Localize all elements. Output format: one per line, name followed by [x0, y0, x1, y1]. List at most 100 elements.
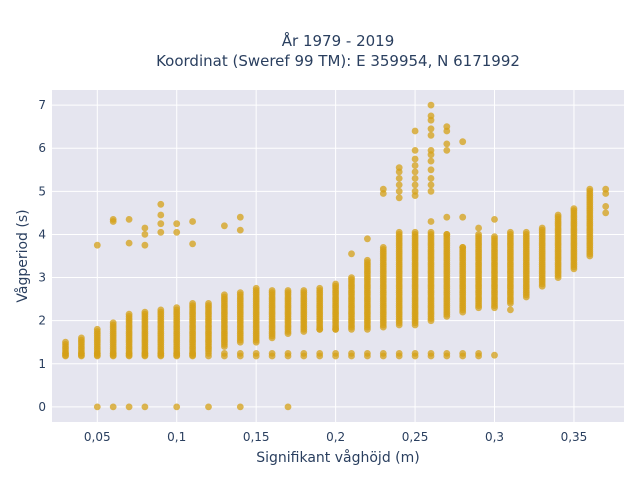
- y-tick-label: 5: [38, 184, 46, 198]
- data-point: [395, 181, 403, 189]
- data-point: [475, 350, 482, 357]
- data-point: [507, 228, 514, 236]
- y-axis-label: Vågperiod (s): [14, 209, 31, 302]
- plot-area: [52, 90, 624, 422]
- data-point: [141, 224, 149, 232]
- data-point: [427, 116, 435, 124]
- data-point: [284, 287, 292, 294]
- data-point: [109, 319, 117, 327]
- y-tick-label: 7: [38, 98, 46, 112]
- data-point: [427, 151, 435, 159]
- data-point: [491, 233, 498, 241]
- data-point: [125, 216, 133, 223]
- data-point: [205, 300, 212, 307]
- data-point: [411, 181, 419, 189]
- y-tick-label: 4: [38, 227, 46, 241]
- x-tick-label: 0,05: [84, 430, 111, 444]
- data-point: [379, 244, 387, 251]
- data-point: [109, 403, 117, 411]
- data-points: [62, 101, 610, 411]
- data-point: [93, 403, 101, 411]
- x-axis-label: Signifikant våghöjd (m): [256, 449, 419, 466]
- x-tick-label: 0,1: [167, 430, 186, 444]
- data-point: [173, 304, 181, 312]
- data-point: [141, 403, 149, 411]
- data-point: [427, 175, 435, 182]
- data-point: [459, 213, 467, 221]
- y-tick-label: 2: [38, 314, 46, 328]
- data-point: [443, 213, 451, 221]
- data-point: [268, 287, 276, 294]
- data-point: [189, 300, 197, 307]
- data-point: [443, 127, 451, 135]
- x-tick-label: 0,2: [326, 430, 345, 444]
- data-point: [252, 284, 260, 292]
- data-point: [125, 239, 133, 247]
- data-point: [411, 350, 419, 357]
- data-point: [284, 350, 292, 357]
- data-point: [395, 228, 403, 236]
- data-point: [364, 235, 371, 243]
- chart-title-line1: År 1979 - 2019: [282, 31, 395, 50]
- data-point: [125, 403, 133, 411]
- data-point: [332, 350, 339, 357]
- data-point: [109, 216, 117, 223]
- data-point: [78, 334, 85, 342]
- data-point: [395, 194, 403, 202]
- data-point: [411, 168, 419, 176]
- data-point: [427, 218, 435, 225]
- data-point: [364, 256, 371, 264]
- data-point: [332, 280, 339, 288]
- data-point: [62, 338, 69, 346]
- data-point: [427, 157, 435, 165]
- data-point: [522, 228, 530, 236]
- data-point: [316, 284, 324, 292]
- data-point: [189, 240, 197, 248]
- data-point: [443, 350, 451, 357]
- data-point: [570, 205, 578, 213]
- data-point: [348, 274, 355, 281]
- data-point: [395, 168, 403, 176]
- data-point: [586, 185, 594, 193]
- data-point: [427, 125, 435, 133]
- data-point: [443, 147, 451, 154]
- data-point: [427, 181, 435, 189]
- data-point: [157, 306, 165, 314]
- data-point: [284, 403, 292, 411]
- data-point: [411, 162, 419, 169]
- x-tick-label: 0,35: [561, 430, 588, 444]
- data-point: [459, 350, 467, 357]
- data-point: [236, 213, 244, 221]
- chart-title-line2: Koordinat (Sweref 99 TM): E 359954, N 61…: [156, 52, 520, 70]
- data-point: [268, 350, 276, 357]
- data-point: [554, 211, 562, 219]
- data-point: [236, 226, 244, 234]
- data-point: [491, 351, 498, 359]
- data-point: [491, 216, 498, 223]
- data-point: [300, 350, 308, 357]
- data-point: [411, 228, 419, 236]
- data-point: [125, 310, 133, 318]
- data-point: [602, 203, 610, 210]
- data-point: [411, 147, 419, 154]
- x-tick-label: 0,25: [402, 430, 429, 444]
- data-point: [459, 244, 467, 251]
- data-point: [157, 211, 165, 219]
- data-point: [316, 325, 324, 333]
- data-point: [411, 127, 419, 135]
- data-point: [427, 166, 435, 174]
- data-point: [427, 187, 435, 195]
- data-point: [173, 220, 181, 228]
- data-point: [173, 228, 181, 236]
- data-point: [157, 220, 165, 228]
- data-point: [427, 131, 435, 139]
- data-point: [348, 350, 355, 357]
- data-point: [221, 291, 228, 299]
- data-point: [93, 325, 101, 333]
- data-point: [157, 200, 165, 208]
- data-point: [189, 218, 197, 225]
- data-point: [379, 350, 387, 357]
- data-point: [173, 403, 181, 411]
